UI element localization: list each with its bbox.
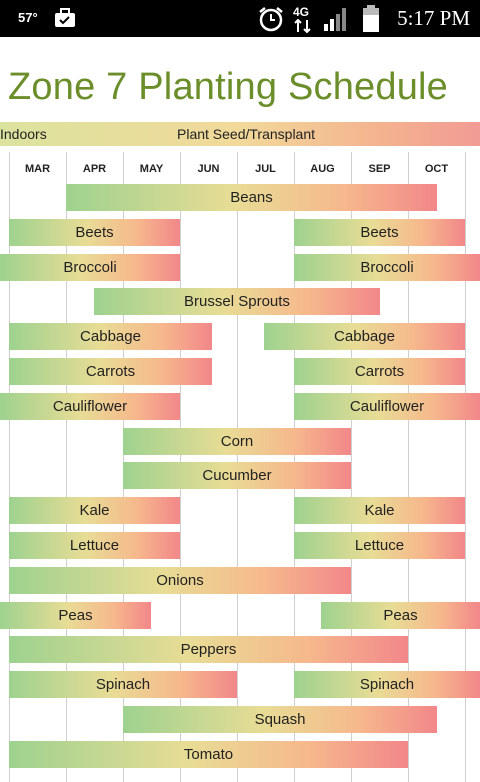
network-4g-icon: 4G	[293, 5, 311, 34]
clock-time: 5:17 PM	[397, 6, 470, 30]
legend-bar: Indoors Plant Seed/Transplant	[0, 122, 480, 146]
crop-bar-peas: Peas	[0, 601, 151, 629]
crop-bar-brussel-sprouts: Brussel Sprouts	[94, 288, 380, 316]
signal-icon	[324, 8, 346, 31]
crop-bar-cucumber: Cucumber	[123, 462, 351, 490]
grid-line	[66, 152, 67, 782]
crop-label: Tomato	[183, 745, 234, 763]
month-may: MAY	[139, 163, 164, 175]
battery-icon	[363, 5, 379, 32]
briefcase-icon	[55, 8, 75, 27]
page-title: Zone 7 Planting Schedule	[8, 66, 449, 108]
crop-bar-spinach: Spinach	[9, 671, 237, 699]
grid-line	[351, 152, 352, 782]
crop-label: Carrots	[354, 363, 405, 380]
crop-bar-broccoli: Broccoli	[294, 253, 480, 281]
crop-bar-onions: Onions	[9, 566, 351, 594]
alarm-icon	[259, 7, 283, 32]
crop-label: Broccoli	[63, 258, 117, 276]
crop-bar-lettuce: Lettuce	[9, 532, 180, 559]
crop-label: Lettuce	[354, 537, 405, 554]
crop-bar-beans: Beans	[66, 184, 437, 211]
crop-label: Peas	[58, 606, 93, 624]
crop-bar-cauliflower: Cauliflower	[0, 392, 180, 420]
grid-line	[9, 152, 10, 782]
crop-bar-kale: Kale	[294, 497, 465, 525]
crop-label: Corn	[220, 432, 254, 450]
crop-bar-carrots: Carrots	[294, 358, 465, 385]
crop-bar-cabbage: Cabbage	[264, 323, 465, 351]
crop-label: Spinach	[359, 676, 415, 694]
crop-bar-carrots: Carrots	[9, 358, 212, 385]
crop-bar-peppers: Peppers	[9, 636, 408, 664]
status-bar: 57° 4G 5:17 PM	[0, 0, 480, 37]
crop-label: Squash	[254, 711, 306, 728]
schedule-grid: MAR APR MAY JUN JUL AUG SEP OCT Beans Bee…	[0, 152, 480, 782]
crop-label: Broccoli	[360, 258, 414, 276]
crop-bar-kale: Kale	[9, 497, 180, 525]
crop-bar-beets: Beets	[294, 218, 465, 246]
grid-line	[408, 152, 409, 782]
crop-label: Carrots	[85, 363, 136, 380]
month-mar: MAR	[24, 163, 51, 175]
grid-line	[465, 152, 466, 782]
crop-bar-beets: Beets	[9, 218, 180, 246]
crop-bar-lettuce: Lettuce	[294, 532, 465, 559]
crop-bar-spinach: Spinach	[294, 671, 480, 699]
crop-label: Cauliflower	[349, 397, 425, 415]
crop-bar-corn: Corn	[123, 427, 351, 455]
crop-label: Beets	[360, 223, 399, 241]
network-label: 4G	[293, 5, 309, 19]
crop-label: Peppers	[180, 641, 237, 659]
crop-bar-tomato: Tomato	[9, 740, 408, 768]
crop-label: Lettuce	[69, 537, 120, 554]
temperature-label: 57°	[18, 10, 38, 25]
month-jun: JUN	[197, 163, 220, 175]
crop-label: Cauliflower	[52, 397, 128, 415]
month-jul: JUL	[255, 163, 276, 175]
legend-indoors: Indoors	[0, 126, 47, 142]
crop-label: Cucumber	[202, 467, 272, 485]
month-apr: APR	[82, 163, 107, 175]
crop-label: Beets	[75, 223, 114, 241]
crop-bar-squash: Squash	[123, 706, 437, 733]
crop-bar-broccoli: Broccoli	[0, 253, 180, 281]
crop-bar-peas: Peas	[321, 601, 480, 629]
crop-bar-cauliflower: Cauliflower	[294, 392, 480, 420]
crop-label: Beans	[230, 189, 273, 206]
month-aug: AUG	[310, 163, 335, 175]
crop-bar-cabbage: Cabbage	[9, 323, 212, 351]
month-oct: OCT	[424, 163, 449, 175]
crop-label: Peas	[383, 606, 418, 624]
month-sep: SEP	[368, 163, 391, 175]
crop-label: Onions	[156, 571, 204, 589]
legend-plant-seed: Plant Seed/Transplant	[177, 126, 316, 142]
crop-label: Kale	[364, 502, 395, 520]
crop-label: Cabbage	[334, 328, 395, 346]
crop-label: Spinach	[95, 676, 151, 694]
crop-label: Cabbage	[80, 328, 141, 346]
crop-label: Kale	[79, 502, 110, 520]
crop-label: Brussel Sprouts	[184, 293, 290, 311]
